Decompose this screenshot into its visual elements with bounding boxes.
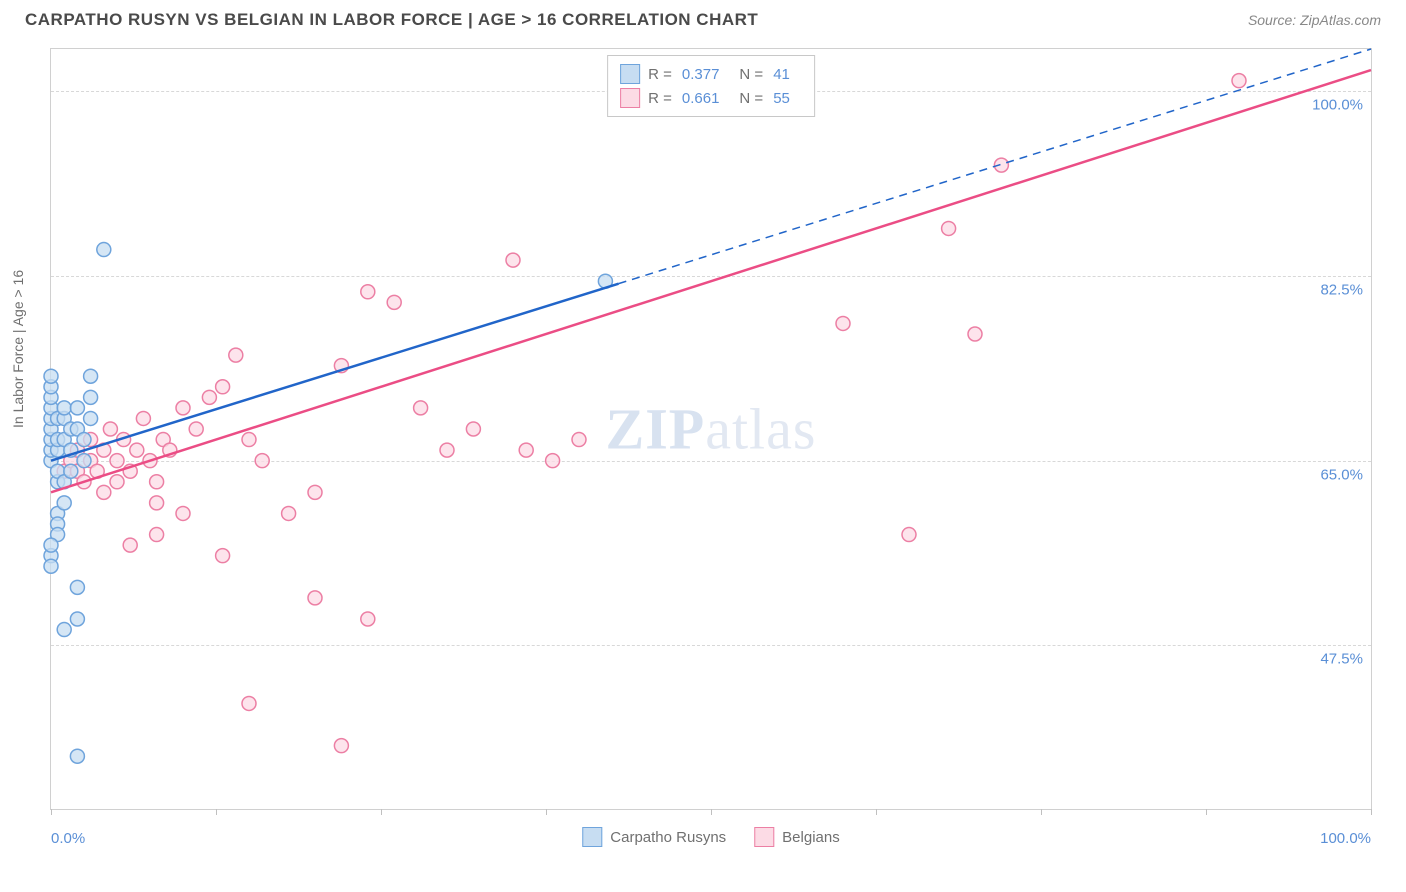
data-point: [519, 443, 533, 457]
legend-correlation-row: R = 0.377 N = 41: [620, 62, 802, 86]
data-point: [440, 443, 454, 457]
legend-correlation: R = 0.377 N = 41 R = 0.661 N = 55: [607, 55, 815, 117]
data-point: [77, 433, 91, 447]
legend-series-item: Carpatho Rusyns: [582, 827, 726, 847]
data-point: [44, 559, 58, 573]
data-point: [150, 496, 164, 510]
data-point: [130, 443, 144, 457]
x-tick-mark: [546, 809, 547, 815]
legend-r-label: R =: [648, 90, 672, 107]
legend-correlation-row: R = 0.661 N = 55: [620, 86, 802, 110]
data-point: [1232, 74, 1246, 88]
data-point: [836, 316, 850, 330]
data-point: [968, 327, 982, 341]
data-point: [57, 401, 71, 415]
data-point: [216, 549, 230, 563]
legend-swatch: [754, 827, 774, 847]
data-point: [77, 454, 91, 468]
data-point: [466, 422, 480, 436]
data-point: [308, 485, 322, 499]
data-point: [176, 506, 190, 520]
x-tick-mark: [711, 809, 712, 815]
data-point: [308, 591, 322, 605]
data-point: [202, 390, 216, 404]
data-point: [70, 749, 84, 763]
legend-n-value: 55: [771, 90, 802, 107]
chart-frame: ZIPatlas 47.5%65.0%82.5%100.0% R =0.377N…: [50, 48, 1372, 810]
legend-r-value: 0.377: [680, 66, 732, 83]
data-point: [361, 612, 375, 626]
x-axis-min-label: 0.0%: [51, 830, 85, 847]
data-point: [110, 475, 124, 489]
data-point: [84, 369, 98, 383]
data-point: [942, 221, 956, 235]
data-point: [334, 739, 348, 753]
x-tick-mark: [1371, 809, 1372, 815]
legend-n-label: N =: [739, 90, 763, 107]
legend-n-value: 41: [771, 66, 802, 83]
data-point: [84, 411, 98, 425]
data-point: [123, 538, 137, 552]
x-tick-mark: [1041, 809, 1042, 815]
x-axis-max-label: 100.0%: [1320, 830, 1371, 847]
data-point: [64, 464, 78, 478]
data-point: [84, 390, 98, 404]
data-point: [136, 411, 150, 425]
data-point: [110, 454, 124, 468]
data-point: [70, 612, 84, 626]
data-point: [57, 496, 71, 510]
data-point: [216, 380, 230, 394]
trend-line: [51, 70, 1371, 492]
trend-line: [51, 284, 619, 461]
y-axis-title: In Labor Force | Age > 16: [10, 270, 26, 428]
legend-r-value: 0.661: [680, 90, 732, 107]
data-point: [97, 485, 111, 499]
data-point: [44, 369, 58, 383]
data-point: [176, 401, 190, 415]
scatter-plot: [51, 49, 1371, 809]
data-point: [387, 295, 401, 309]
data-point: [546, 454, 560, 468]
data-point: [70, 401, 84, 415]
x-tick-mark: [51, 809, 52, 815]
legend-n-label: N =: [739, 66, 763, 83]
legend-series-label: Carpatho Rusyns: [610, 829, 726, 846]
data-point: [103, 422, 117, 436]
data-point: [150, 475, 164, 489]
data-point: [44, 538, 58, 552]
data-point: [361, 285, 375, 299]
data-point: [189, 422, 203, 436]
legend-swatch: [582, 827, 602, 847]
legend-series-item: Belgians: [754, 827, 840, 847]
chart-title: CARPATHO RUSYN VS BELGIAN IN LABOR FORCE…: [25, 10, 758, 30]
legend-swatch: [620, 88, 640, 108]
legend-r-label: R =: [648, 66, 672, 83]
legend-series: Carpatho Rusyns Belgians: [582, 827, 839, 847]
data-point: [150, 528, 164, 542]
data-point: [572, 433, 586, 447]
x-tick-mark: [1206, 809, 1207, 815]
data-point: [414, 401, 428, 415]
data-point: [70, 580, 84, 594]
legend-swatch: [620, 64, 640, 84]
data-point: [506, 253, 520, 267]
x-tick-mark: [381, 809, 382, 815]
chart-header: CARPATHO RUSYN VS BELGIAN IN LABOR FORCE…: [0, 0, 1406, 30]
data-point: [97, 243, 111, 257]
data-point: [242, 433, 256, 447]
x-tick-mark: [216, 809, 217, 815]
chart-source: Source: ZipAtlas.com: [1248, 12, 1381, 28]
data-point: [229, 348, 243, 362]
data-point: [282, 506, 296, 520]
data-point: [255, 454, 269, 468]
data-point: [242, 696, 256, 710]
data-point: [57, 623, 71, 637]
legend-series-label: Belgians: [782, 829, 840, 846]
x-tick-mark: [876, 809, 877, 815]
data-point: [902, 528, 916, 542]
